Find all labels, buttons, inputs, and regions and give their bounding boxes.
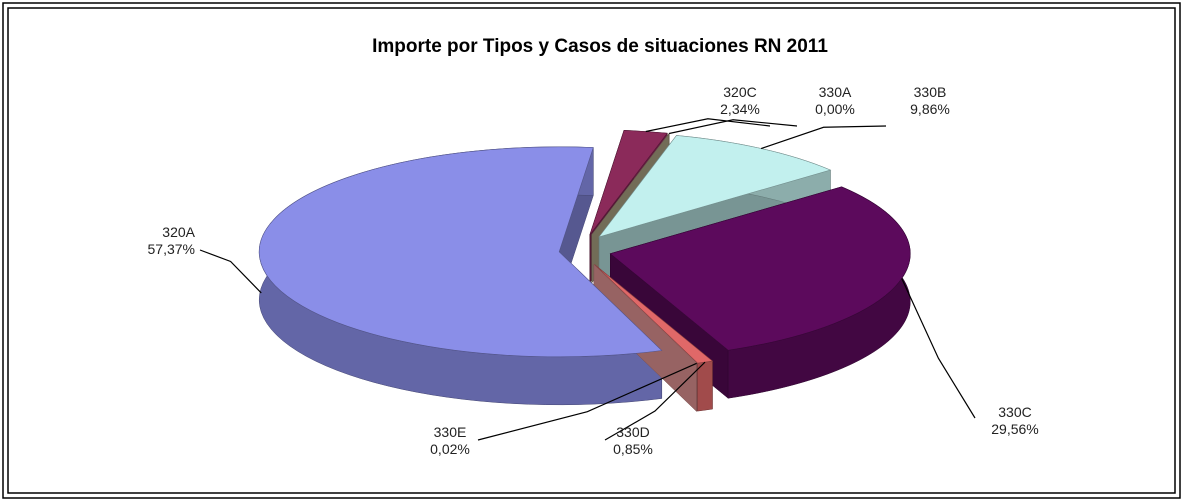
category-label: 330B (914, 84, 947, 100)
slice-wall (697, 360, 713, 412)
value-label: 57,37% (148, 241, 195, 257)
leader-line (669, 119, 798, 135)
slice (589, 130, 668, 235)
slice (598, 135, 832, 238)
category-label: 330E (434, 424, 467, 440)
value-label: 0,85% (613, 441, 653, 457)
category-label: 320C (723, 84, 756, 100)
chart-title: Importe por Tipos y Casos de situaciones… (372, 36, 828, 57)
value-label: 0,00% (815, 101, 855, 117)
category-label: 330C (998, 404, 1031, 420)
slice (258, 146, 663, 358)
leader-line (604, 361, 706, 441)
value-label: 2,34% (720, 101, 760, 117)
leader-line (477, 362, 697, 441)
value-label: 0,02% (430, 441, 470, 457)
slice (609, 186, 911, 351)
leader-line (199, 249, 262, 294)
value-label: 9,86% (910, 101, 950, 117)
category-label: 320A (162, 224, 195, 240)
category-label: 330D (616, 424, 649, 440)
inner-frame (7, 7, 1176, 494)
category-label: 330A (819, 84, 852, 100)
leader-line (645, 118, 771, 133)
leader-line (760, 125, 887, 150)
leader-line (901, 278, 976, 419)
slice-tops (258, 130, 911, 364)
value-label: 29,56% (991, 421, 1038, 437)
